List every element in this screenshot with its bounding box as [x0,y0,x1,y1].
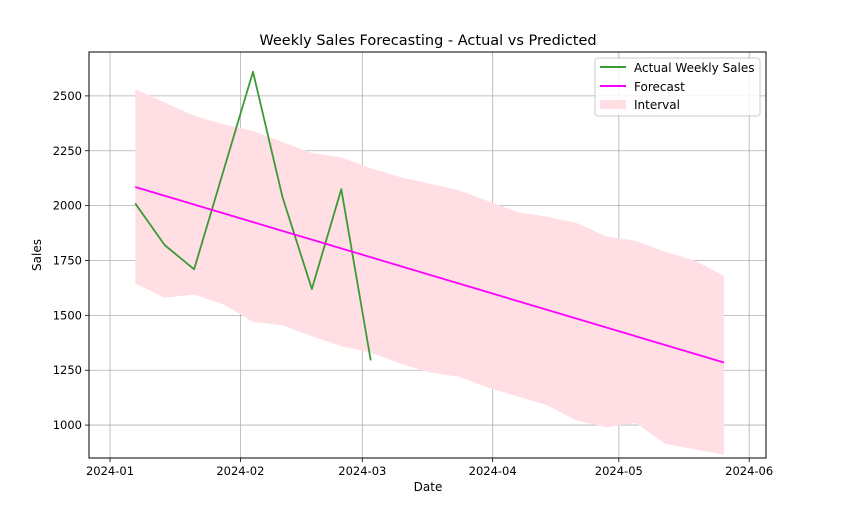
y-tick-label: 2500 [53,89,82,103]
y-tick-label: 1750 [53,253,82,267]
actual-sales-line [134,70,372,361]
legend: Actual Weekly Sales Forecast Interval [594,57,761,117]
x-tick-label: 2024-03 [338,464,386,478]
series-lines-layer [134,70,725,364]
x-tick-label: 2024-05 [595,464,643,478]
legend-label-forecast: Forecast [634,80,685,94]
x-axis-ticks: 2024-01 2024-02 2024-03 2024-04 2024-05 2024-… [86,458,773,478]
y-tick-label: 2000 [53,199,82,213]
chart-title: Weekly Sales Forecasting - Actual vs Pre… [259,33,596,49]
x-tick-label: 2024-04 [469,464,517,478]
y-axis-label: Sales [30,239,44,271]
y-tick-label: 1500 [53,308,82,322]
y-tick-label: 1000 [53,418,82,432]
legend-label-interval: Interval [634,98,680,112]
x-axis-label: Date [414,480,443,494]
y-axis-ticks: 1000 1250 1500 1750 2000 2250 2500 [53,89,89,432]
x-tick-label: 2024-02 [216,464,264,478]
y-tick-label: 1250 [53,363,82,377]
legend-label-actual: Actual Weekly Sales [634,61,754,75]
forecast-line [134,186,725,364]
legend-swatch-interval [600,100,626,109]
interval-band [135,89,724,455]
legend-box [594,57,761,117]
plot-frame [88,51,767,459]
y-tick-label: 2250 [53,144,82,158]
x-tick-label: 2024-06 [725,464,773,478]
interval-band-layer [135,89,724,455]
x-tick-label: 2024-01 [86,464,134,478]
